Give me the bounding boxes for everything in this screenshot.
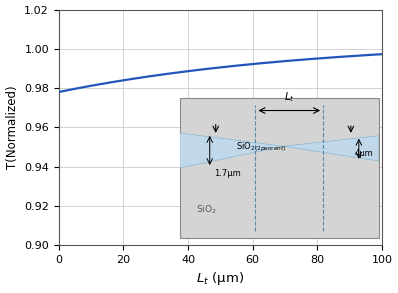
X-axis label: $L_t$ (μm): $L_t$ (μm) bbox=[196, 270, 244, 287]
Y-axis label: T(Normalized): T(Normalized) bbox=[6, 86, 19, 169]
